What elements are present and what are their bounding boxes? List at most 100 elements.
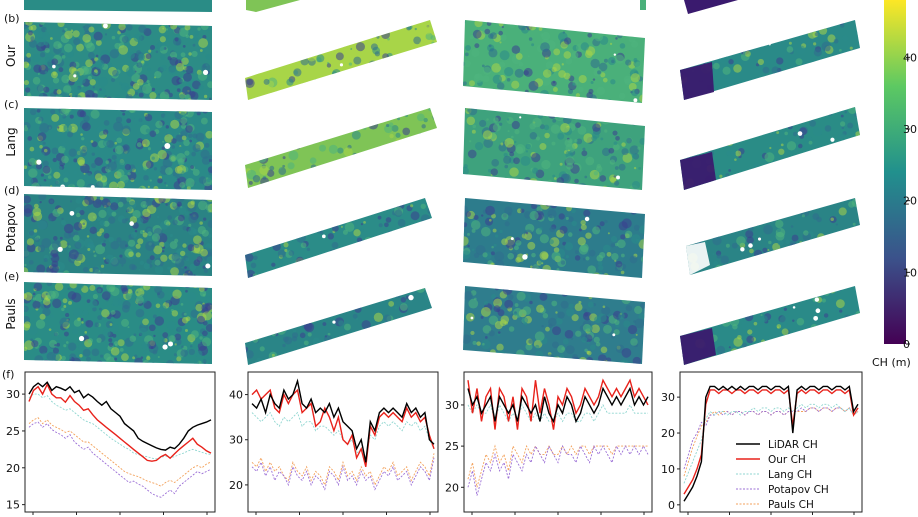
- map-texel: [141, 139, 150, 148]
- map-texel: [553, 48, 561, 56]
- map-texel: [514, 140, 517, 144]
- map-texel: [283, 137, 293, 147]
- map-texel: [752, 350, 762, 359]
- map-texel: [750, 23, 757, 30]
- map-texel: [180, 325, 186, 330]
- map-texel: [37, 244, 46, 253]
- map-texel: [155, 120, 163, 129]
- map-texel: [719, 174, 723, 178]
- map-texel: [716, 345, 726, 355]
- map-texel: [165, 184, 168, 187]
- row-method-name: Lang: [4, 127, 18, 156]
- map-texel: [319, 230, 324, 235]
- map-texel: [725, 173, 730, 178]
- map-texel: [302, 216, 312, 226]
- map-texel: [133, 33, 143, 43]
- map-texel: [598, 62, 608, 72]
- map-texel: [805, 166, 811, 171]
- map-texel: [706, 307, 713, 314]
- map-texel: [329, 248, 338, 257]
- legend-label: Potapov CH: [768, 484, 829, 496]
- map-texel: [68, 300, 73, 305]
- map-texel: [396, 335, 407, 345]
- map-texel: [101, 309, 110, 318]
- map-texel: [288, 179, 292, 182]
- map-texel: [49, 264, 59, 274]
- map-texel: [610, 235, 618, 243]
- map-texel: [353, 56, 362, 65]
- map-texel: [117, 180, 125, 189]
- map-texel: [414, 27, 417, 31]
- map-texel: [187, 227, 197, 236]
- map-texel: [408, 338, 416, 346]
- map-texel: [185, 289, 188, 293]
- map-texel: [52, 298, 62, 309]
- map-texel: [288, 150, 299, 161]
- map-texel: [547, 179, 552, 184]
- map-texel: [286, 320, 293, 327]
- map-texel: [73, 158, 78, 163]
- map-texel: [769, 146, 772, 150]
- map-texel: [809, 107, 814, 110]
- map-texel: [813, 42, 817, 46]
- map-texel: [368, 21, 378, 30]
- map-texel: [810, 323, 818, 332]
- map-texel: [73, 37, 81, 46]
- map-texel: [423, 117, 428, 123]
- map-texel: [63, 43, 73, 53]
- map-texel: [82, 266, 89, 273]
- map-texel: [331, 179, 340, 188]
- map-texel: [599, 20, 609, 28]
- map-texel: [49, 183, 56, 190]
- map-texel: [784, 33, 787, 37]
- map-texel: [171, 145, 176, 149]
- map-texel: [520, 208, 525, 213]
- map-texel: [720, 255, 729, 264]
- series-line: [28, 381, 212, 451]
- map-texel: [259, 346, 265, 352]
- map-texel: [378, 223, 383, 228]
- map-texel: [360, 223, 364, 226]
- map-texel: [121, 82, 129, 91]
- map-texel: [265, 220, 274, 230]
- map-texel: [745, 96, 752, 100]
- y-tick-label: 25: [445, 440, 459, 453]
- map-texel: [744, 186, 748, 190]
- map-texel: [562, 185, 572, 190]
- map-texel: [266, 169, 275, 178]
- map-texel: [419, 271, 424, 275]
- map-texel: [851, 348, 859, 356]
- map-texel: [121, 264, 124, 267]
- map-nodata: [202, 69, 209, 75]
- map-texel: [785, 239, 790, 245]
- map-texel: [842, 143, 846, 148]
- map-texel: [342, 272, 348, 277]
- map-texel: [397, 167, 402, 172]
- map-texel: [511, 45, 521, 54]
- map-texel: [467, 244, 470, 248]
- map-texel: [119, 347, 124, 352]
- map-texel: [527, 286, 534, 289]
- map-texel: [709, 229, 718, 238]
- map-texel: [195, 194, 200, 198]
- map-texel: [138, 268, 141, 271]
- map-texel: [792, 131, 798, 137]
- series-line: [683, 385, 859, 502]
- map-texel: [502, 20, 508, 25]
- map-texel: [472, 124, 477, 129]
- map-texel: [303, 322, 313, 331]
- y-tick-label: 25: [6, 425, 20, 438]
- map-texel: [746, 236, 754, 244]
- map-texel: [501, 213, 509, 221]
- map-texel: [773, 83, 779, 88]
- map-texel: [125, 93, 133, 100]
- map-texel: [469, 265, 475, 272]
- y-tick-label: 20: [229, 479, 243, 492]
- map-texel: [30, 24, 37, 31]
- map-texel: [170, 267, 179, 276]
- map-texel: [122, 304, 130, 313]
- map-texel: [151, 233, 161, 242]
- map-texel: [792, 319, 795, 322]
- map-texel: [27, 136, 33, 141]
